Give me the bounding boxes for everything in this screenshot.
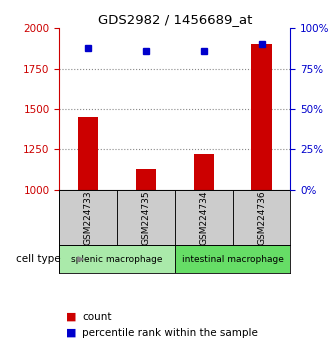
Bar [59, 190, 117, 245]
Bar [251, 45, 272, 190]
Bar [117, 190, 175, 245]
Text: GSM224735: GSM224735 [142, 190, 150, 245]
Bar [175, 245, 290, 273]
Bar [59, 245, 175, 273]
Bar [136, 169, 156, 190]
Bar [194, 154, 214, 190]
Text: count: count [82, 312, 112, 322]
Text: ■: ■ [66, 312, 80, 322]
Bar [175, 190, 233, 245]
Title: GDS2982 / 1456689_at: GDS2982 / 1456689_at [98, 13, 252, 26]
Bar [233, 190, 290, 245]
Text: intestinal macrophage: intestinal macrophage [182, 255, 283, 264]
Bar [78, 117, 98, 190]
Text: GSM224733: GSM224733 [84, 190, 93, 245]
Text: GSM224736: GSM224736 [257, 190, 266, 245]
Text: splenic macrophage: splenic macrophage [71, 255, 163, 264]
Text: ■: ■ [66, 328, 80, 338]
Text: cell type: cell type [16, 254, 60, 264]
Text: GSM224734: GSM224734 [199, 190, 208, 245]
Text: percentile rank within the sample: percentile rank within the sample [82, 328, 258, 338]
